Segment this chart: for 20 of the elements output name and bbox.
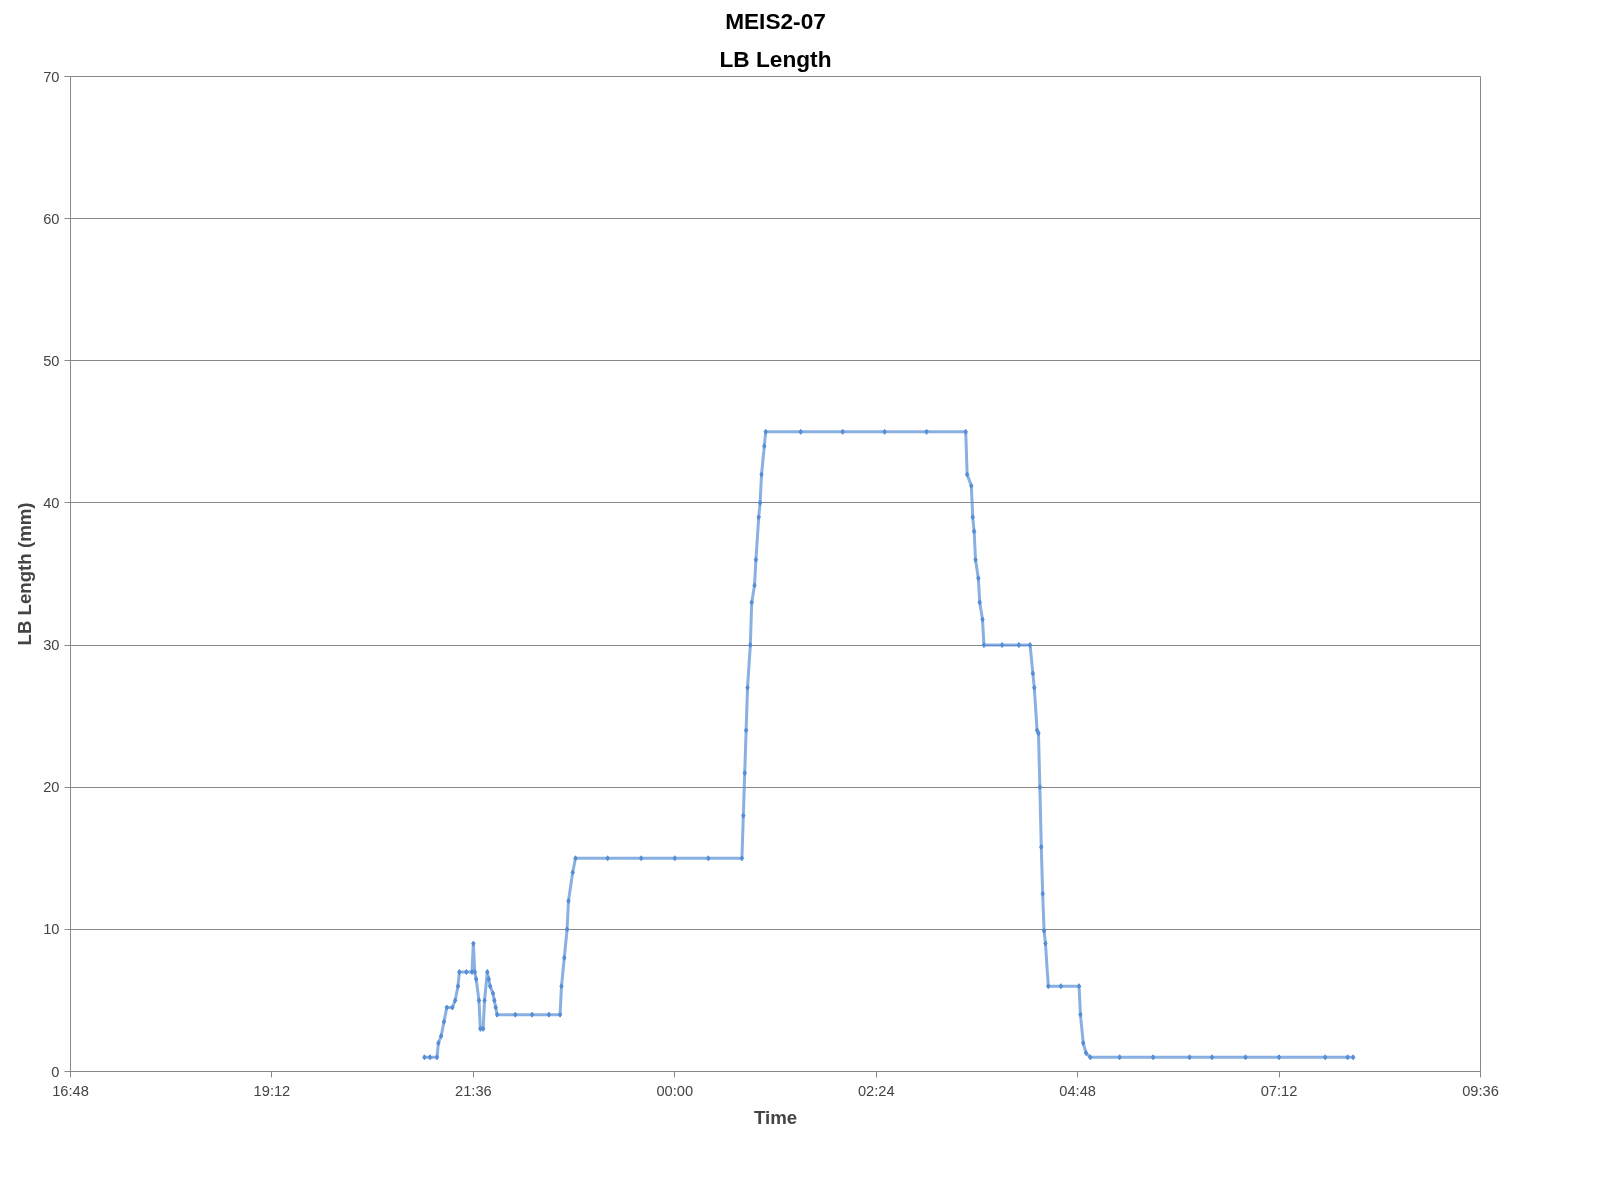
y-tick-label: 20 <box>43 779 60 796</box>
x-tick-label: 21:36 <box>455 1082 492 1099</box>
x-tick-label: 07:12 <box>1260 1082 1298 1099</box>
x-tick-label: 16:48 <box>52 1082 89 1099</box>
y-tick-label: 50 <box>43 352 60 369</box>
y-tick-label: 60 <box>43 210 60 227</box>
y-tick-label: 40 <box>43 494 60 511</box>
y-tick-label: 70 <box>43 68 60 85</box>
y-axis-title: LB Length (mm) <box>14 502 36 646</box>
y-tick-label: 0 <box>51 1063 60 1080</box>
y-tick-label: 10 <box>43 921 60 938</box>
x-axis-title: Time <box>753 1106 798 1128</box>
x-tick-label: 02:24 <box>857 1082 895 1099</box>
x-tick-label: 00:00 <box>656 1082 694 1099</box>
x-tick-label: 09:36 <box>1462 1082 1499 1099</box>
x-tick-label: 04:48 <box>1059 1082 1096 1099</box>
chart-subtitle: LB Length <box>719 45 832 72</box>
chart-title: MEIS2-07 <box>725 7 826 34</box>
y-tick-label: 30 <box>43 637 60 654</box>
x-tick-label: 19:12 <box>253 1082 291 1099</box>
